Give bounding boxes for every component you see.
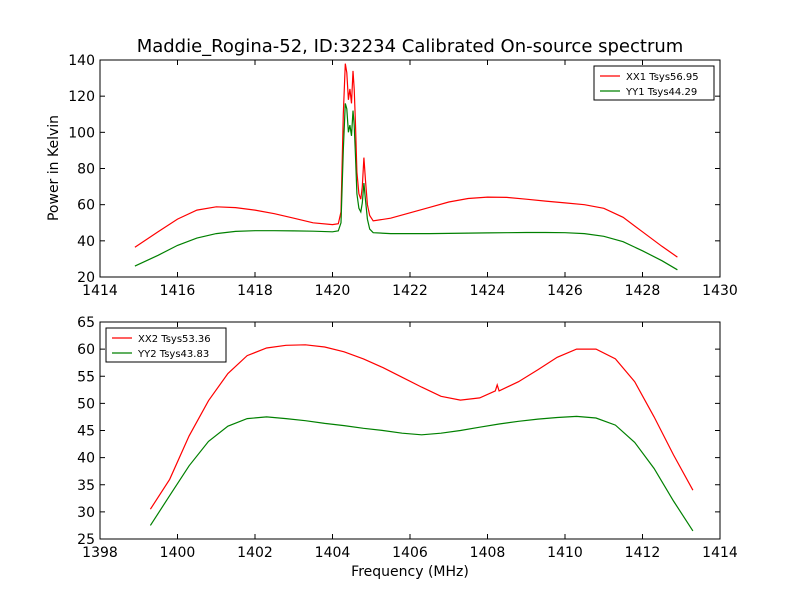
x-tick-label: 1428 [625,283,661,299]
legend-label: YY1 Tsys44.29 [625,87,697,98]
legend: XX1 Tsys56.95 YY1 Tsys44.29 [593,65,715,101]
y-tick-label: 80 [77,162,95,178]
series-line-1 [134,63,678,258]
x-tick-label: 1410 [547,545,583,561]
x-tick-label: 1430 [702,283,738,299]
y-tick-label: 120 [68,89,95,105]
series-line-1 [149,344,694,510]
x-tick-label: 1406 [392,545,428,561]
x-tick-label: 1418 [237,283,273,299]
x-tick-label: 1402 [237,545,273,561]
bottom-panel: 1398 1400 1402 1404 1406 1408 1410 1412 1414 25 30… [77,315,738,561]
legend-label: XX1 Tsys56.95 [626,72,699,83]
y-tick-label: 100 [68,125,95,141]
y-tick-label: 50 [77,396,95,412]
x-tick-label: 1398 [82,545,118,561]
y-tick-label: 20 [77,270,95,286]
x-tick-label: 1420 [315,283,351,299]
legend-box [593,65,715,101]
x-tick-label: 1424 [470,283,506,299]
y-tick-label: 55 [77,369,95,385]
legend-label: YY2 Tsys43.83 [137,349,209,360]
y-tick-label: 30 [77,505,95,521]
x-tick-label: 1422 [392,283,428,299]
series-line-2 [149,415,694,532]
chart-title: Maddie_Rogina-52, ID:32234 Calibrated On… [137,36,684,57]
y-tick-label: 60 [77,342,95,358]
x-axis-label: Frequency (MHz) [351,564,469,580]
x-tick-label: 1400 [160,545,196,561]
legend-box [105,327,227,363]
x-tick-label: 1412 [625,545,661,561]
y-tick-label: 25 [77,532,95,548]
legend-label: XX2 Tsys53.36 [138,334,211,345]
x-tick-label: 1414 [82,283,118,299]
top-panel: 1414 1416 1418 1420 1422 1424 1426 1428 1430 20 40… [68,53,738,299]
y-tick-label: 60 [77,198,95,214]
y-tick-label: 35 [77,478,95,494]
x-tick-label: 1416 [160,283,196,299]
y-tick-label: 65 [77,315,95,331]
y-tick-label: 140 [68,53,95,69]
y-tick-label: 40 [77,234,95,250]
y-tick-label: 45 [77,424,95,440]
x-tick-label: 1408 [470,545,506,561]
x-tick-label: 1404 [315,545,351,561]
y-tick-label: 40 [77,451,95,467]
legend: XX2 Tsys53.36 YY2 Tsys43.83 [105,327,227,363]
x-tick-label: 1426 [547,283,583,299]
y-axis-label: Power in Kelvin [46,115,62,221]
x-tick-label: 1414 [702,545,738,561]
series-line-2 [134,103,678,271]
